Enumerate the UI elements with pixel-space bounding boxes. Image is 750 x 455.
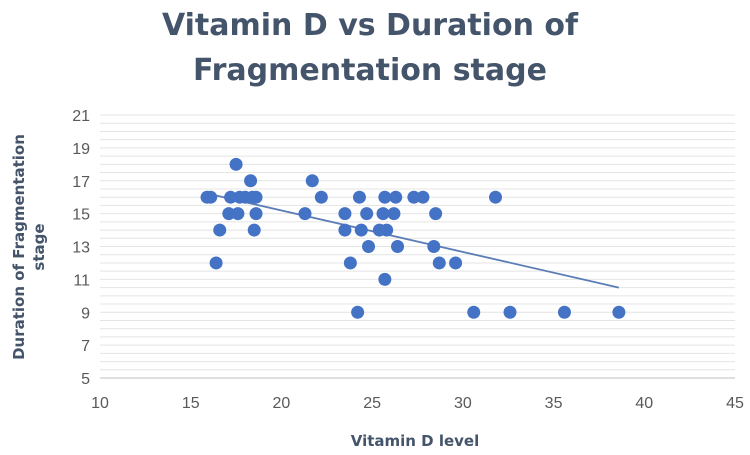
data-point xyxy=(338,223,352,237)
y-tick-label: 17 xyxy=(72,174,90,191)
data-point xyxy=(467,305,481,319)
data-point xyxy=(343,256,357,270)
chart-title-line-2: Fragmentation stage xyxy=(193,53,547,88)
data-point xyxy=(387,207,401,221)
y-tick-label: 5 xyxy=(81,371,90,388)
data-point xyxy=(305,174,319,188)
data-point xyxy=(222,207,236,221)
x-axis-ticks: 10 15 20 25 30 35 40 45 xyxy=(91,395,744,412)
x-axis-title: Vitamin D level xyxy=(351,432,480,450)
data-point xyxy=(503,305,517,319)
data-point xyxy=(407,190,421,204)
data-point xyxy=(416,190,430,204)
linear-trendline xyxy=(208,193,620,289)
data-point xyxy=(247,223,261,237)
x-tick-label: 40 xyxy=(635,395,653,412)
data-point xyxy=(362,240,376,253)
data-point xyxy=(213,223,227,237)
data-point xyxy=(557,305,571,319)
x-tick-label: 45 xyxy=(726,395,744,412)
x-tick-label: 35 xyxy=(545,395,563,412)
chart-title-line-1: Vitamin D vs Duration of xyxy=(162,8,579,43)
data-point xyxy=(380,223,394,237)
data-point xyxy=(224,190,238,204)
data-point xyxy=(231,207,245,221)
y-axis-ticks: 5 7 9 11 13 15 17 19 21 xyxy=(72,108,90,388)
data-point xyxy=(204,190,218,204)
data-point xyxy=(244,174,258,188)
data-point xyxy=(352,190,366,204)
data-point xyxy=(389,190,403,204)
data-point xyxy=(354,223,368,237)
data-point xyxy=(449,256,463,270)
data-point xyxy=(378,272,392,286)
x-tick-label: 25 xyxy=(363,395,381,412)
data-point xyxy=(249,207,263,221)
x-tick-label: 10 xyxy=(91,395,109,412)
data-point xyxy=(432,256,446,270)
data-point xyxy=(298,207,312,221)
y-tick-label: 7 xyxy=(81,338,90,355)
y-tick-label: 21 xyxy=(72,108,90,125)
gridlines xyxy=(100,114,735,371)
data-point xyxy=(612,305,626,319)
data-point xyxy=(338,207,352,221)
data-point xyxy=(209,256,223,270)
data-point xyxy=(378,190,392,204)
data-point xyxy=(427,240,441,253)
y-tick-label: 13 xyxy=(72,240,90,257)
y-tick-label: 15 xyxy=(72,207,90,224)
data-point xyxy=(229,157,243,171)
data-point xyxy=(249,190,263,204)
y-tick-label: 9 xyxy=(81,305,90,322)
data-point xyxy=(391,240,405,253)
data-point xyxy=(376,207,390,221)
x-tick-label: 20 xyxy=(273,395,291,412)
data-points xyxy=(200,157,626,319)
x-tick-label: 30 xyxy=(454,395,472,412)
data-point xyxy=(360,207,374,221)
data-point xyxy=(489,190,503,204)
y-axis-title-line-2: stage xyxy=(30,223,48,270)
x-tick-label: 15 xyxy=(182,395,200,412)
y-tick-label: 11 xyxy=(73,272,90,289)
data-point xyxy=(314,190,328,204)
y-tick-label: 19 xyxy=(72,141,90,158)
y-axis-title-line-1: Duration of Fragmentation xyxy=(10,134,28,360)
data-point xyxy=(351,305,365,319)
data-point xyxy=(429,207,443,221)
